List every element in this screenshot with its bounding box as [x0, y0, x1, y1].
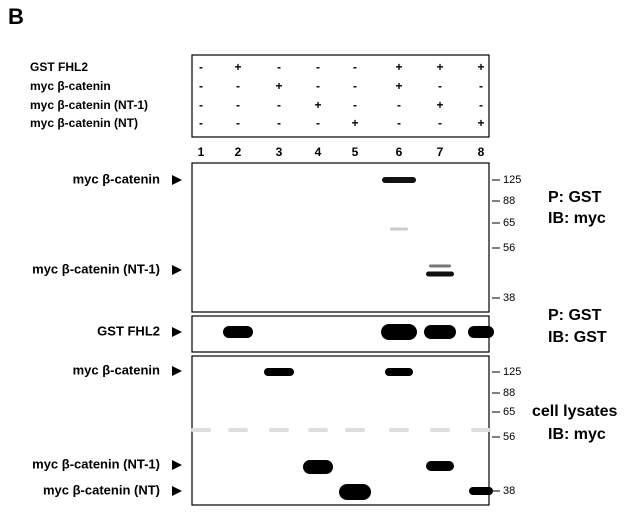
blot-label: IB: myc — [548, 210, 606, 227]
condition-sign: - — [236, 98, 240, 112]
condition-sign: - — [479, 98, 483, 112]
blot-label: IB: GST — [548, 329, 607, 346]
band — [468, 326, 494, 338]
condition-sign: + — [395, 60, 402, 74]
condition-sign: - — [316, 79, 320, 93]
condition-label: myc β-catenin — [30, 79, 111, 93]
band — [430, 428, 450, 432]
condition-sign: - — [353, 98, 357, 112]
arrowhead — [172, 327, 182, 337]
blot-label: P: GST — [548, 189, 602, 206]
condition-sign: - — [397, 98, 401, 112]
band-label: myc β-catenin — [73, 171, 160, 186]
condition-sign: - — [277, 60, 281, 74]
condition-sign: - — [438, 116, 442, 130]
arrowhead — [172, 265, 182, 275]
marker-label: 88 — [503, 387, 515, 399]
condition-sign: + — [234, 60, 241, 74]
lane-number: 4 — [315, 145, 322, 159]
band — [382, 177, 416, 183]
band — [381, 324, 417, 340]
band — [339, 484, 371, 500]
marker-label: 38 — [503, 485, 515, 497]
arrowhead — [172, 486, 182, 496]
band — [426, 461, 454, 471]
band-label: GST FHL2 — [97, 323, 160, 338]
band — [390, 227, 408, 231]
band — [429, 264, 451, 268]
condition-sign: + — [436, 98, 443, 112]
band — [424, 325, 456, 339]
band — [223, 326, 253, 338]
lane-number: 1 — [198, 145, 205, 159]
arrowhead — [172, 366, 182, 376]
marker-label: 56 — [503, 242, 515, 254]
lane-number: 6 — [396, 145, 403, 159]
panel-label: B — [8, 4, 24, 29]
lane-number: 3 — [276, 145, 283, 159]
condition-sign: - — [479, 79, 483, 93]
band-label: myc β-catenin (NT-1) — [32, 456, 160, 471]
band-label: myc β-catenin (NT-1) — [32, 261, 160, 276]
condition-sign: - — [199, 116, 203, 130]
band — [264, 368, 294, 376]
lane-number: 2 — [235, 145, 242, 159]
band — [471, 428, 491, 432]
band-label: myc β-catenin — [73, 362, 160, 377]
band — [385, 368, 413, 376]
lane-number: 8 — [478, 145, 485, 159]
condition-sign: - — [236, 116, 240, 130]
condition-sign: + — [351, 116, 358, 130]
band — [303, 460, 333, 474]
condition-sign: - — [199, 98, 203, 112]
marker-label: 56 — [503, 431, 515, 443]
band — [345, 428, 365, 432]
condition-sign: - — [277, 116, 281, 130]
arrowhead — [172, 460, 182, 470]
condition-sign: + — [436, 60, 443, 74]
condition-sign: + — [314, 98, 321, 112]
lane-number: 5 — [352, 145, 359, 159]
condition-sign: + — [477, 60, 484, 74]
band — [191, 428, 211, 432]
marker-label: 88 — [503, 195, 515, 207]
marker-label: 125 — [503, 366, 521, 378]
band — [269, 428, 289, 432]
band — [469, 487, 493, 495]
condition-label: GST FHL2 — [30, 60, 88, 74]
condition-sign: - — [199, 60, 203, 74]
condition-sign: - — [353, 60, 357, 74]
condition-label: myc β-catenin (NT-1) — [30, 98, 148, 112]
band — [426, 271, 454, 277]
condition-sign: - — [316, 60, 320, 74]
condition-sign: - — [199, 79, 203, 93]
condition-sign: - — [316, 116, 320, 130]
condition-sign: - — [277, 98, 281, 112]
marker-label: 125 — [503, 174, 521, 186]
marker-label: 65 — [503, 406, 515, 418]
conditions-box — [191, 54, 490, 138]
lane-number: 7 — [437, 145, 444, 159]
arrowhead — [172, 175, 182, 185]
blot-label: cell lysates — [532, 403, 618, 420]
band — [389, 428, 409, 432]
condition-sign: - — [353, 79, 357, 93]
blot-label: IB: myc — [548, 426, 606, 443]
condition-label: myc β-catenin (NT) — [30, 116, 138, 130]
condition-sign: - — [397, 116, 401, 130]
band — [308, 428, 328, 432]
condition-sign: + — [477, 116, 484, 130]
condition-sign: + — [395, 79, 402, 93]
condition-sign: - — [236, 79, 240, 93]
condition-sign: + — [275, 79, 282, 93]
marker-label: 65 — [503, 217, 515, 229]
marker-label: 38 — [503, 292, 515, 304]
band-label: myc β-catenin (NT) — [43, 482, 160, 497]
condition-sign: - — [438, 79, 442, 93]
band — [228, 428, 248, 432]
blot-label: P: GST — [548, 307, 602, 324]
blot-frame — [191, 162, 490, 313]
